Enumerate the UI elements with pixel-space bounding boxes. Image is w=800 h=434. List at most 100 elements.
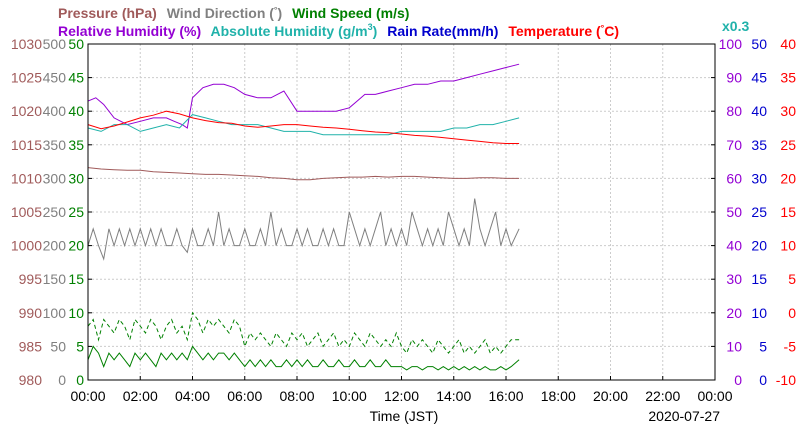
axes-group: 00:00 02:00 04:00 06:00 08:00 10:00 12:00 14:00…	[11, 36, 796, 404]
series-line-wind-speed-mean	[87, 345, 520, 371]
legend-absolute-humidity: Absolute Humidity (g/m	[211, 23, 368, 39]
right-tick-humidity: 20	[726, 305, 742, 321]
left-tick-pressure: 1025	[11, 70, 42, 86]
x-tick-label: 20:00	[593, 388, 628, 404]
right-tick-humidity: 10	[726, 338, 742, 354]
left-tick-wind-direction: 200	[43, 238, 67, 254]
right-tick-rain-rate: 25	[751, 204, 767, 220]
right-tick-temperature: 35	[780, 70, 796, 86]
right-tick-temperature: 10	[780, 238, 796, 254]
left-tick-wind-direction: 400	[43, 103, 67, 119]
right-tick-temperature: 30	[780, 103, 796, 119]
series-line-absolute-humidity	[87, 114, 520, 136]
x-tick-label: 16:00	[488, 388, 523, 404]
right-tick-humidity: 60	[726, 170, 742, 186]
series-line-wind-speed-max	[87, 311, 520, 355]
series-line-pressure	[87, 167, 520, 181]
legend-temperature-close: C)	[604, 23, 619, 39]
x-tick-label: 06:00	[227, 388, 262, 404]
legend-temperature: Temperature (	[508, 23, 601, 39]
right-tick-rain-rate: 0	[759, 372, 767, 388]
left-tick-wind-direction: 450	[43, 70, 67, 86]
left-tick-wind-speed: 45	[68, 70, 84, 86]
right-tick-rain-rate: 30	[751, 170, 767, 186]
series-line-relative-humidity	[87, 63, 520, 129]
legend-scale-note: x0.3	[722, 18, 749, 34]
left-tick-wind-speed: 30	[68, 170, 84, 186]
x-tick-label: 04:00	[175, 388, 210, 404]
x-tick-label: 14:00	[436, 388, 471, 404]
right-tick-rain-rate: 40	[751, 103, 767, 119]
left-tick-pressure: 1015	[11, 137, 42, 153]
legend-pressure: Pressure (hPa)	[58, 5, 157, 21]
left-tick-pressure: 1030	[11, 36, 42, 52]
left-tick-wind-speed: 35	[68, 137, 84, 153]
right-tick-humidity: 90	[726, 70, 742, 86]
left-tick-wind-direction: 100	[43, 305, 67, 321]
left-tick-wind-direction: 0	[58, 372, 66, 388]
right-tick-temperature: 0	[788, 305, 796, 321]
left-tick-pressure: 1010	[11, 170, 42, 186]
right-tick-rain-rate: 20	[751, 238, 767, 254]
left-tick-wind-speed: 20	[68, 238, 84, 254]
right-tick-humidity: 50	[726, 204, 742, 220]
right-tick-humidity: 80	[726, 103, 742, 119]
left-tick-wind-speed: 5	[76, 338, 84, 354]
left-tick-wind-direction: 300	[43, 170, 67, 186]
right-tick-humidity: 0	[734, 372, 742, 388]
grid	[88, 44, 715, 380]
left-tick-wind-speed: 10	[68, 305, 84, 321]
legend-temperature-deg: °	[601, 23, 605, 33]
x-tick-label: 08:00	[279, 388, 314, 404]
left-tick-wind-direction: 50	[50, 338, 66, 354]
right-tick-humidity: 30	[726, 271, 742, 287]
left-tick-wind-speed: 25	[68, 204, 84, 220]
left-tick-wind-speed: 0	[76, 372, 84, 388]
left-tick-pressure: 1005	[11, 204, 42, 220]
x-tick-label: 00:00	[697, 388, 732, 404]
legend-wind-speed: Wind Speed (m/s)	[292, 5, 409, 21]
right-tick-rain-rate: 45	[751, 70, 767, 86]
left-tick-wind-direction: 250	[43, 204, 67, 220]
right-tick-humidity: 70	[726, 137, 742, 153]
series-line-wind-direction	[87, 198, 520, 261]
x-axis-label: Time (JST)	[370, 408, 439, 424]
right-tick-temperature: 5	[788, 271, 796, 287]
left-tick-wind-speed: 50	[68, 36, 84, 52]
left-tick-wind-direction: 500	[43, 36, 67, 52]
series-line-temperature	[87, 110, 520, 144]
right-tick-temperature: 25	[780, 137, 796, 153]
x-tick-label: 12:00	[384, 388, 419, 404]
legend-relative-humidity: Relative Humidity (%)	[58, 23, 201, 39]
right-tick-humidity: 100	[719, 36, 743, 52]
right-tick-rain-rate: 10	[751, 305, 767, 321]
left-tick-wind-direction: 150	[43, 271, 67, 287]
x-tick-label: 10:00	[332, 388, 367, 404]
right-tick-humidity: 40	[726, 238, 742, 254]
left-tick-pressure: 990	[19, 305, 43, 321]
legend-wind-direction: Wind Direction (	[167, 5, 275, 21]
right-tick-rain-rate: 50	[751, 36, 767, 52]
legend-wind-direction-close: )	[278, 5, 283, 21]
left-tick-wind-direction: 350	[43, 137, 67, 153]
right-tick-temperature: 15	[780, 204, 796, 220]
series-group	[87, 63, 520, 371]
legend-absolute-humidity-close: )	[373, 23, 378, 39]
legend-absolute-humidity-sup: 3	[368, 22, 373, 32]
legend-rain-rate: Rain Rate(mm/h)	[387, 23, 498, 39]
right-tick-rain-rate: 15	[751, 271, 767, 287]
right-tick-temperature: -10	[776, 372, 796, 388]
legend-line-2: Relative Humidity (%) Absolute Humidity …	[58, 22, 619, 39]
x-tick-label: 18:00	[541, 388, 576, 404]
right-tick-temperature: -5	[784, 338, 797, 354]
chart-date: 2020-07-27	[648, 408, 720, 424]
x-tick-label: 22:00	[645, 388, 680, 404]
legend-line-1: Pressure (hPa) Wind Direction (°) Wind S…	[58, 5, 409, 21]
x-tick-label: 00:00	[70, 388, 105, 404]
right-tick-rain-rate: 5	[759, 338, 767, 354]
left-tick-wind-speed: 40	[68, 103, 84, 119]
left-tick-pressure: 985	[19, 338, 43, 354]
right-tick-temperature: 40	[780, 36, 796, 52]
